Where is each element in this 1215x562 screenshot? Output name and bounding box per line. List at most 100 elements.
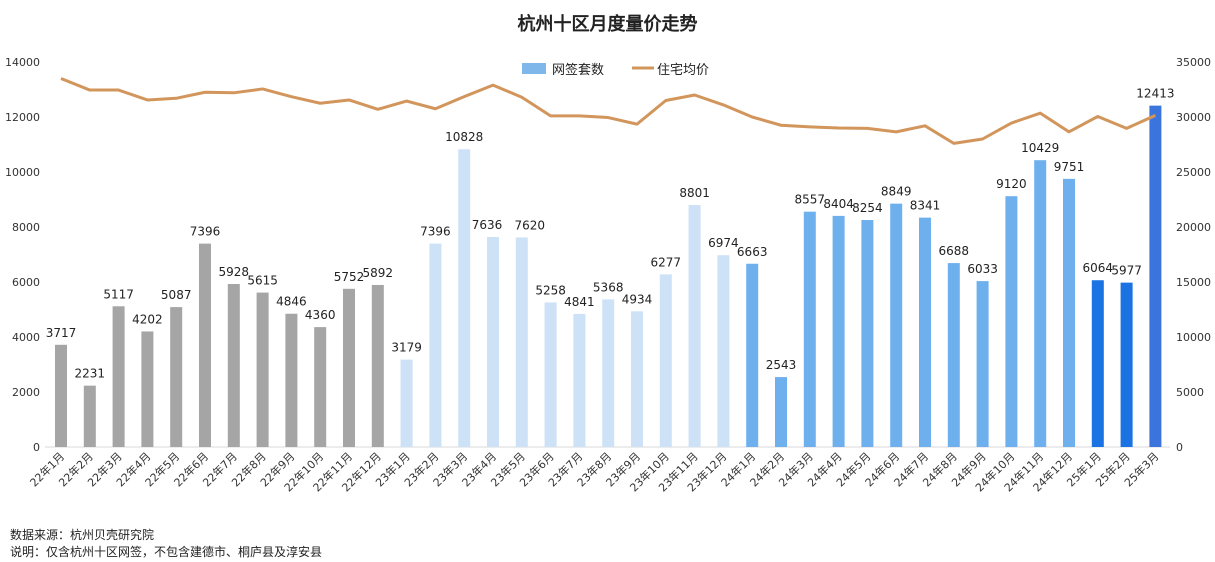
right-axis-tick: 15000	[1176, 276, 1211, 289]
bar-data-label: 7636	[472, 218, 503, 232]
left-axis-tick: 2000	[12, 386, 40, 399]
bar-data-label: 9120	[996, 177, 1027, 191]
bar-data-label: 8801	[679, 186, 710, 200]
bar-22年7月	[227, 283, 240, 447]
bar-22年12月	[371, 284, 384, 447]
bar-data-label: 8404	[823, 197, 854, 211]
bar-22年4月	[141, 331, 154, 447]
bar-data-label: 5117	[103, 287, 134, 301]
bar-data-label: 4841	[564, 295, 595, 309]
bar-22年11月	[343, 288, 355, 447]
left-axis-tick: 6000	[12, 276, 40, 289]
bar-25年3月	[1149, 105, 1162, 447]
bar-22年8月	[256, 292, 269, 447]
left-axis-tick: 14000	[5, 56, 40, 69]
left-axis-tick: 12000	[5, 111, 40, 124]
bar-24年4月	[832, 215, 845, 447]
right-axis-tick: 20000	[1176, 221, 1211, 234]
right-axis-tick: 25000	[1176, 166, 1211, 179]
bar-data-label: 6064	[1083, 261, 1114, 275]
bar-24年10月	[1005, 196, 1018, 447]
bar-22年2月	[83, 385, 96, 447]
bar-data-label: 7620	[515, 218, 546, 232]
bar-data-label: 5752	[334, 270, 365, 284]
bar-24年11月	[1034, 160, 1047, 447]
bar-data-label: 6277	[651, 255, 682, 269]
legend-bar-label: 网签套数	[552, 62, 604, 78]
bar-data-label: 7396	[190, 225, 221, 239]
bar-data-label: 7396	[420, 225, 451, 239]
bar-23年11月	[688, 204, 701, 447]
bar-data-label: 3179	[391, 341, 422, 355]
bar-data-label: 2543	[766, 358, 797, 372]
bar-data-label: 5892	[363, 266, 394, 280]
bar-data-label: 6688	[939, 244, 970, 258]
bar-22年3月	[112, 306, 125, 447]
chart-svg: 0 2000 4000 6000 8000 10000 12000 14000 0 5000 100…	[5, 56, 1211, 494]
bar-data-label: 5087	[161, 288, 192, 302]
right-axis-tick: 10000	[1176, 331, 1211, 344]
bar-data-label: 8341	[910, 199, 941, 213]
bar-data-label: 10828	[445, 130, 483, 144]
bar-23年8月	[602, 299, 615, 447]
bar-data-label: 2231	[75, 367, 106, 381]
bar-23年2月	[429, 243, 442, 447]
bar-22年9月	[285, 313, 298, 447]
bar-24年8月	[947, 263, 960, 447]
bar-data-label: 6663	[737, 245, 768, 259]
left-axis-tick: 8000	[12, 221, 40, 234]
bar-22年5月	[170, 307, 183, 447]
bar-data-label: 4202	[132, 312, 163, 326]
bar-25年2月	[1120, 282, 1133, 447]
bar-23年9月	[631, 311, 643, 447]
left-axis-tick: 10000	[5, 166, 40, 179]
bar-24年6月	[890, 203, 903, 447]
bar-data-label: 5368	[593, 280, 624, 294]
bar-23年12月	[717, 255, 730, 447]
left-axis-tick: 0	[33, 441, 40, 454]
bar-25年1月	[1091, 280, 1104, 447]
bar-data-label: 12413	[1136, 87, 1174, 101]
bar-23年4月	[487, 237, 499, 447]
right-axis-tick: 30000	[1176, 111, 1211, 124]
bar-24年12月	[1063, 178, 1075, 447]
bar-23年5月	[515, 237, 528, 447]
bar-data-label: 4360	[305, 308, 336, 322]
bar-23年6月	[544, 302, 557, 447]
bar-data-label: 5258	[535, 283, 566, 297]
right-axis-tick: 0	[1176, 441, 1183, 454]
price-line	[60, 77, 1157, 145]
legend-bar-swatch	[522, 63, 546, 74]
chart-title: 杭州十区月度量价走势	[517, 14, 698, 35]
bar-23年1月	[400, 359, 413, 447]
data-source: 数据来源：杭州贝壳研究院	[10, 528, 155, 542]
bar-data-label: 5977	[1111, 264, 1142, 278]
right-axis-tick: 35000	[1176, 56, 1211, 69]
bar-data-label: 5615	[247, 274, 278, 288]
bar-23年7月	[573, 313, 586, 447]
right-axis-tick: 5000	[1176, 386, 1204, 399]
footnote: 说明：仅含杭州十区网签，不包含建德市、桐庐县及淳安县	[10, 545, 323, 559]
bar-data-label: 6033	[967, 262, 998, 276]
left-axis-tick: 4000	[12, 331, 40, 344]
bar-data-label: 8557	[795, 193, 826, 207]
bar-data-label: 9751	[1054, 160, 1085, 174]
bar-22年1月	[55, 344, 67, 447]
bar-data-label: 10429	[1021, 141, 1059, 155]
bar-22年6月	[199, 243, 211, 447]
bar-data-label: 8849	[881, 185, 912, 199]
bar-data-label: 8254	[852, 201, 883, 215]
bar-data-label: 4934	[622, 292, 653, 306]
bar-24年7月	[919, 217, 931, 447]
bar-23年10月	[659, 274, 672, 447]
bar-24年5月	[861, 220, 874, 447]
bar-data-label: 5928	[219, 265, 250, 279]
bar-data-label: 6974	[708, 236, 739, 250]
bar-24年9月	[976, 281, 989, 447]
bar-24年1月	[746, 263, 759, 447]
bar-data-label: 4846	[276, 295, 307, 309]
legend-line-label: 住宅均价	[657, 63, 709, 78]
bar-23年3月	[458, 149, 471, 448]
bar-22年10月	[314, 327, 327, 447]
